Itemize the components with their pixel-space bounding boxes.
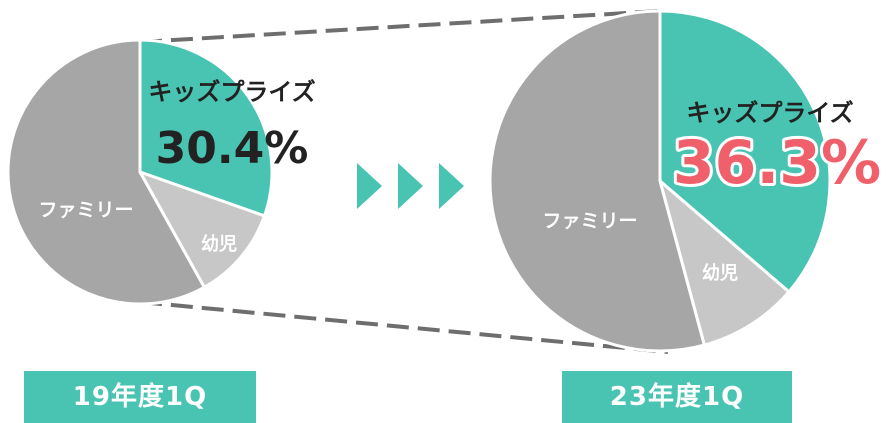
arrow-icons (357, 163, 464, 209)
arrow-icon (439, 163, 464, 209)
pie-chart-23q1 (488, 9, 832, 353)
kids-prize-label-19q1: キッズプライズ (148, 78, 315, 106)
pie-19q1-slice-1 (136, 169, 267, 290)
family-label-23q1: ファミリー (542, 210, 637, 232)
kids-prize-label-23q1: キッズプライズ (686, 99, 853, 127)
period-label-23q1: 23年度1Q (562, 371, 792, 423)
connector-line-bottom (139, 300, 669, 354)
pie-23q1-slice-2 (488, 9, 707, 353)
pie-19q1-slice-0 (138, 38, 274, 218)
infant-label-19q1: 幼児 (201, 233, 237, 255)
arrow-icon (398, 163, 423, 209)
pie-chart-19q1 (6, 38, 274, 306)
pie-23q1-slice-0 (658, 9, 832, 294)
infant-label-23q1: 幼児 (702, 262, 738, 284)
kids-prize-value-23q1: 36.3% (673, 128, 881, 198)
pie-23q1-slice-1 (657, 176, 792, 347)
pie-19q1-slice-2 (6, 38, 207, 306)
period-label-19q1: 19年度1Q (24, 371, 256, 423)
arrow-icon (357, 163, 382, 209)
kids-prize-value-19q1: 30.4% (156, 123, 309, 174)
connector-line-top (139, 9, 661, 44)
family-label-19q1: ファミリー (38, 199, 133, 221)
